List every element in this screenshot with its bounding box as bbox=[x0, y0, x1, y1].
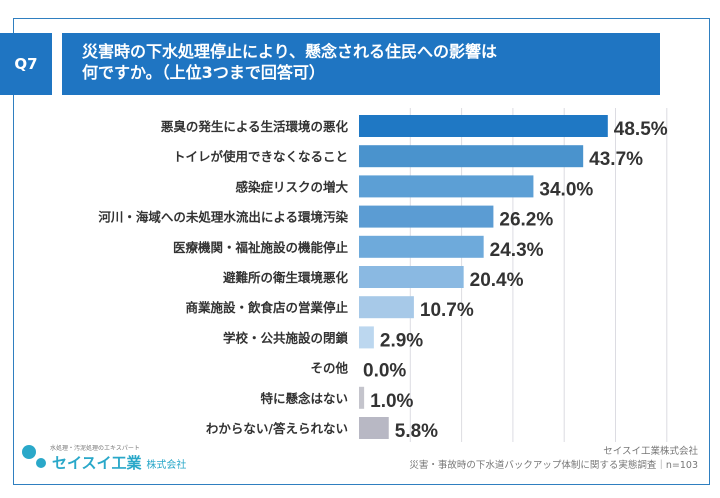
question-title: 災害時の下水処理停止により、懸念される住民への影響は 何ですか。（上位3つまで回… bbox=[62, 33, 660, 95]
source-company: セイスイ工業株式会社 bbox=[603, 446, 698, 457]
value-label: 34.0% bbox=[539, 179, 593, 200]
bar bbox=[359, 386, 365, 409]
bar bbox=[359, 145, 584, 168]
category-label: 学校・公共施設の閉鎖 bbox=[223, 330, 349, 345]
source-note: セイスイ工業株式会社 災害・事故時の下水道バックアップ体制に関する実態調査｜n=… bbox=[409, 445, 698, 473]
category-label: 感染症リスクの増大 bbox=[235, 179, 348, 194]
category-label: 特に懸念はない bbox=[260, 391, 348, 406]
bar bbox=[359, 205, 494, 228]
logo-name: セイスイ工業 株式会社 bbox=[52, 452, 186, 473]
category-label: トイレが使用できなくなること bbox=[173, 149, 348, 164]
bar bbox=[359, 115, 608, 137]
category-label: わからない/答えられない bbox=[206, 421, 348, 436]
value-label: 0.0% bbox=[363, 361, 406, 382]
value-label: 2.9% bbox=[380, 330, 423, 351]
value-label: 1.0% bbox=[370, 391, 413, 412]
value-label: 24.3% bbox=[490, 240, 544, 261]
bar bbox=[359, 417, 389, 439]
title-line-1: 災害時の下水処理停止により、懸念される住民への影響は bbox=[82, 42, 498, 61]
value-label: 10.7% bbox=[420, 300, 474, 321]
category-label: 河川・海域への未処理水流出による環境汚染 bbox=[98, 210, 348, 225]
logo-tagline: 水処理・汚泥処理のエキスパート bbox=[50, 445, 140, 452]
bar bbox=[359, 266, 464, 288]
category-label: 商業施設・飲食店の営業停止 bbox=[185, 300, 348, 315]
logo-mark-icon-small bbox=[36, 458, 46, 468]
bar bbox=[359, 235, 484, 258]
category-label: その他 bbox=[310, 361, 348, 376]
value-label: 20.4% bbox=[470, 270, 524, 291]
category-label: 医療機関・福祉施設の機能停止 bbox=[173, 240, 349, 255]
value-label: 48.5% bbox=[614, 119, 668, 140]
value-label: 26.2% bbox=[499, 210, 553, 231]
logo-mark-icon bbox=[22, 445, 36, 459]
source-survey: 災害・事故時の下水道バックアップ体制に関する実態調査｜n=103 bbox=[409, 460, 698, 471]
logo-name-text: セイスイ工業 bbox=[52, 454, 142, 472]
category-label: 悪臭の発生による生活環境の悪化 bbox=[161, 119, 349, 134]
title-line-2: 何ですか。（上位3つまで回答可） bbox=[82, 63, 325, 82]
question-number: Q7 bbox=[0, 33, 52, 95]
value-label: 5.8% bbox=[395, 421, 438, 442]
chart-frame bbox=[13, 18, 710, 485]
bar bbox=[359, 326, 374, 349]
value-label: 43.7% bbox=[589, 149, 643, 170]
category-label: 避難所の衛生環境悪化 bbox=[223, 270, 349, 285]
bar bbox=[359, 175, 534, 198]
bar bbox=[359, 296, 414, 319]
logo-suffix: 株式会社 bbox=[146, 460, 187, 471]
